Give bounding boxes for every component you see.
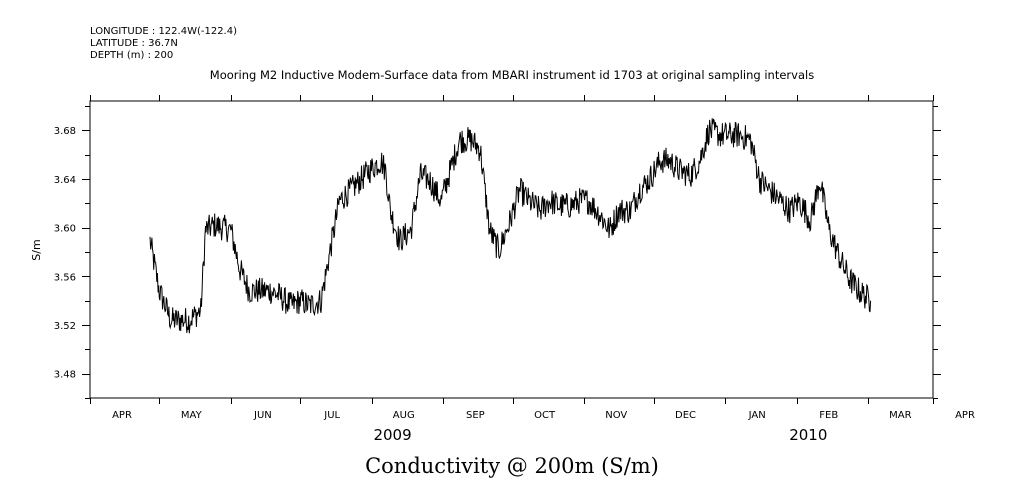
x-tick-label: AUG [393, 410, 415, 421]
x-tick-label: SEP [466, 410, 485, 421]
x-tick-label: JAN [748, 410, 766, 421]
y-tick-label: 3.60 [54, 224, 76, 235]
y-tick-label: 3.52 [54, 321, 76, 332]
x-tick-label: JUN [253, 410, 272, 421]
y-tick-label: 3.64 [54, 175, 76, 186]
year-label: 2009 [373, 426, 411, 444]
depth-label: DEPTH (m) : 200 [90, 50, 174, 61]
y-tick-label: 3.48 [54, 370, 76, 381]
x-tick-label: DEC [675, 410, 696, 421]
y-axis-title: S/m [30, 239, 43, 260]
x-tick-label: APR [955, 410, 975, 421]
x-axis-title: Conductivity @ 200m (S/m) [365, 454, 659, 478]
x-tick-label: FEB [819, 410, 838, 421]
x-tick-label: OCT [534, 410, 556, 421]
series-line-conductivity [149, 118, 872, 334]
plot-frame [89, 100, 934, 399]
x-tick-label: MAR [889, 410, 911, 421]
y-tick-label: 3.56 [54, 272, 76, 283]
y-tick-label: 3.68 [54, 126, 76, 137]
longitude-label: LONGITUDE : 122.4W(-122.4) [90, 26, 237, 37]
x-tick-label: MAY [181, 410, 203, 421]
year-label: 2010 [789, 426, 827, 444]
x-tick-label: NOV [605, 410, 627, 421]
x-tick-label: APR [112, 410, 132, 421]
x-tick-label: JUL [323, 410, 340, 421]
chart-title: Mooring M2 Inductive Modem-Surface data … [209, 68, 815, 82]
latitude-label: LATITUDE : 36.7N [90, 38, 178, 49]
